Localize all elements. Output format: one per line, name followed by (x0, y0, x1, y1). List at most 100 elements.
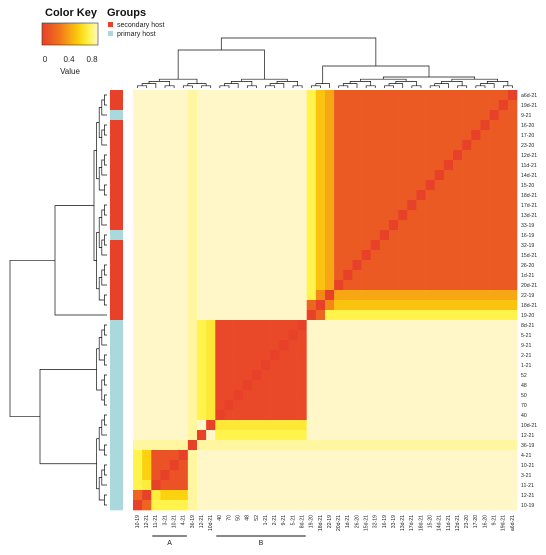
heatmap-cell (160, 160, 170, 171)
dendrogram-link (104, 204, 107, 216)
heatmap-cell (242, 440, 253, 451)
heatmap-cell (379, 240, 390, 251)
heatmap-cell (133, 150, 143, 161)
heatmap-cell (425, 160, 436, 171)
dendrogram-link (384, 85, 394, 88)
heatmap-cell (297, 450, 308, 461)
heatmap-cell (480, 100, 490, 111)
heatmap-cell (471, 420, 481, 431)
heatmap-cell (352, 160, 362, 171)
heatmap-cell (462, 300, 472, 311)
heatmap-cell (361, 350, 372, 361)
heatmap-cell (151, 260, 161, 271)
heatmap-cell (169, 470, 180, 481)
heatmap-cell (434, 310, 445, 321)
heatmap-cell (379, 210, 390, 221)
column-label: 17d-21 (409, 515, 415, 531)
heatmap-cell (224, 340, 234, 351)
heatmap-cell (489, 270, 500, 281)
heatmap-cell (434, 250, 445, 261)
heatmap-cell (160, 220, 170, 231)
column-label: 32-19 (373, 515, 379, 528)
heatmap-cell (233, 130, 244, 141)
heatmap-cell (261, 450, 271, 461)
group-bar-cell (110, 210, 123, 221)
heatmap-cell (288, 460, 298, 471)
heatmap-cell (471, 280, 481, 291)
heatmap-cell (306, 420, 317, 431)
heatmap-cell (187, 340, 198, 351)
heatmap-cell (297, 260, 308, 271)
heatmap-cell (325, 330, 335, 341)
heatmap-cell (215, 380, 225, 391)
heatmap-cell (133, 130, 143, 141)
heatmap-cell (233, 370, 244, 381)
heatmap-cell (498, 120, 509, 131)
heatmap-cell (187, 220, 198, 231)
heatmap-cell (416, 230, 426, 241)
heatmap-cell (343, 430, 353, 441)
heatmap-cell (133, 160, 143, 171)
heatmap-cell (133, 300, 143, 311)
heatmap-cell (379, 170, 390, 181)
heatmap-cell (270, 470, 280, 481)
heatmap-cell (334, 450, 344, 461)
heatmap-cell (361, 220, 372, 231)
heatmap-cell (407, 120, 417, 131)
heatmap-cell (480, 420, 490, 431)
heatmap-cell (462, 280, 472, 291)
heatmap-cell (334, 120, 344, 131)
heatmap-cell (471, 380, 481, 391)
heatmap-cell (215, 160, 225, 171)
heatmap-cell (133, 200, 143, 211)
heatmap-cell (489, 180, 500, 191)
heatmap-cell (306, 460, 317, 471)
heatmap-cell (425, 420, 436, 431)
heatmap-cell (233, 120, 244, 131)
heatmap-cell (142, 400, 152, 411)
heatmap-cell (498, 270, 509, 281)
heatmap-cell (343, 330, 353, 341)
heatmap-cell (425, 90, 436, 101)
row-labels: a6d-2119d-219-2116-2017-2023-2012d-2111d… (521, 93, 537, 509)
heatmap-cell (270, 440, 280, 451)
heatmap-cell (288, 120, 298, 131)
heatmap-cell (398, 260, 408, 271)
heatmap-cell (270, 140, 280, 151)
heatmap-cell (133, 470, 143, 481)
heatmap-cell (343, 180, 353, 191)
heatmap-cell (261, 330, 271, 341)
heatmap-cell (352, 350, 362, 361)
heatmap-cell (215, 300, 225, 311)
heatmap-cell (187, 200, 198, 211)
heatmap-cell (498, 500, 509, 511)
heatmap-cell (416, 360, 426, 371)
heatmap-cell (206, 150, 216, 161)
heatmap-cell (416, 480, 426, 491)
heatmap-cell (507, 330, 518, 341)
legend-swatch-secondary (108, 22, 113, 27)
row-label: 19d-21 (521, 103, 537, 109)
heatmap-cell (270, 390, 280, 401)
heatmap-cell (416, 180, 426, 191)
heatmap-cell (297, 340, 308, 351)
heatmap-cell (133, 440, 143, 451)
heatmap-cell (407, 330, 417, 341)
heatmap-cell (270, 170, 280, 181)
heatmap-cell (398, 210, 408, 221)
left-dendrogram (9, 94, 107, 506)
heatmap-cell (352, 340, 362, 351)
heatmap-cell (187, 450, 198, 461)
heatmap-cell (151, 390, 161, 401)
heatmap-cell (370, 190, 381, 201)
heatmap-cell (361, 410, 372, 421)
heatmap-cell (352, 150, 362, 161)
heatmap-cell (251, 420, 262, 431)
heatmap-cell (334, 90, 344, 101)
heatmap-cell (379, 230, 390, 241)
group-bar-cell (110, 140, 123, 151)
heatmap-cell (169, 200, 180, 211)
heatmap-cell (453, 440, 463, 451)
heatmap-cell (151, 160, 161, 171)
